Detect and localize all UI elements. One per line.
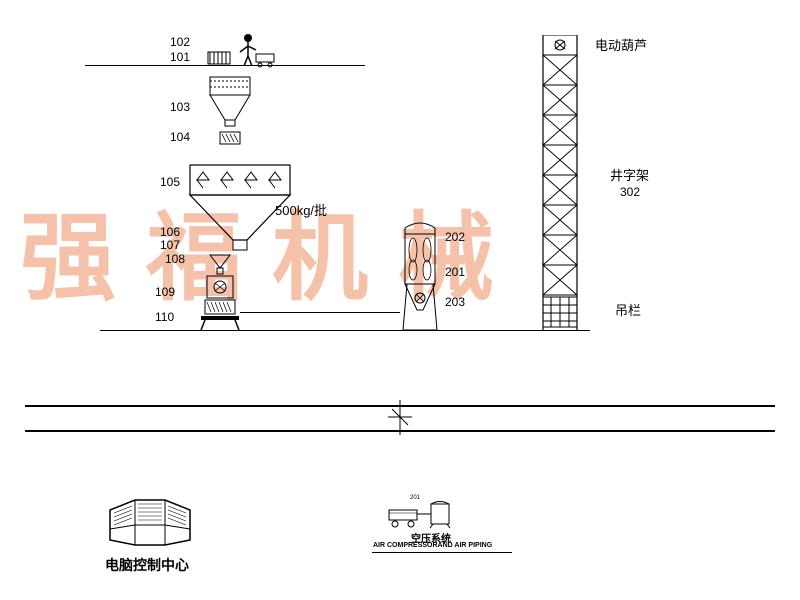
operator-feeding-icon (200, 30, 280, 70)
label-tower: 井字架 (610, 165, 649, 184)
label-102: 102 (170, 35, 190, 49)
ground-line (100, 330, 590, 331)
label-108: 108 (165, 252, 185, 266)
label-103: 103 (170, 100, 190, 114)
air-system-icon (385, 500, 465, 530)
label-203: 203 (445, 295, 465, 309)
label-104: 104 (170, 130, 190, 144)
label-201: 201 (445, 265, 465, 279)
label-107: 107 (160, 238, 180, 252)
diagram-canvas: 强福机械 (0, 0, 800, 600)
label-control-center: 电脑控制中心 (105, 555, 189, 575)
label-302: 302 (620, 185, 640, 199)
tower-icon (535, 35, 585, 332)
label-106: 106 (160, 225, 180, 239)
label-101: 101 (170, 50, 190, 64)
label-202: 202 (445, 230, 465, 244)
conveyor-line (240, 312, 400, 313)
lower-stack-icon (195, 250, 245, 332)
hopper-103-icon (205, 75, 255, 130)
label-105: 105 (160, 175, 180, 189)
air-system-underline (372, 552, 512, 553)
label-basket: 吊栏 (615, 300, 641, 319)
dust-collector-icon (395, 220, 445, 332)
valve-104-icon (218, 130, 242, 148)
label-109: 109 (155, 285, 175, 299)
center-marker-icon (388, 400, 412, 435)
label-hoist: 电动葫芦 (595, 35, 647, 54)
control-center-icon (100, 495, 200, 550)
label-capacity: 500kg/批 (275, 200, 327, 219)
label-air-small: 201 (410, 495, 420, 501)
label-110: 110 (155, 310, 174, 324)
label-air-en: AIR COMPRESSORAND AIR PIPING (373, 542, 492, 549)
